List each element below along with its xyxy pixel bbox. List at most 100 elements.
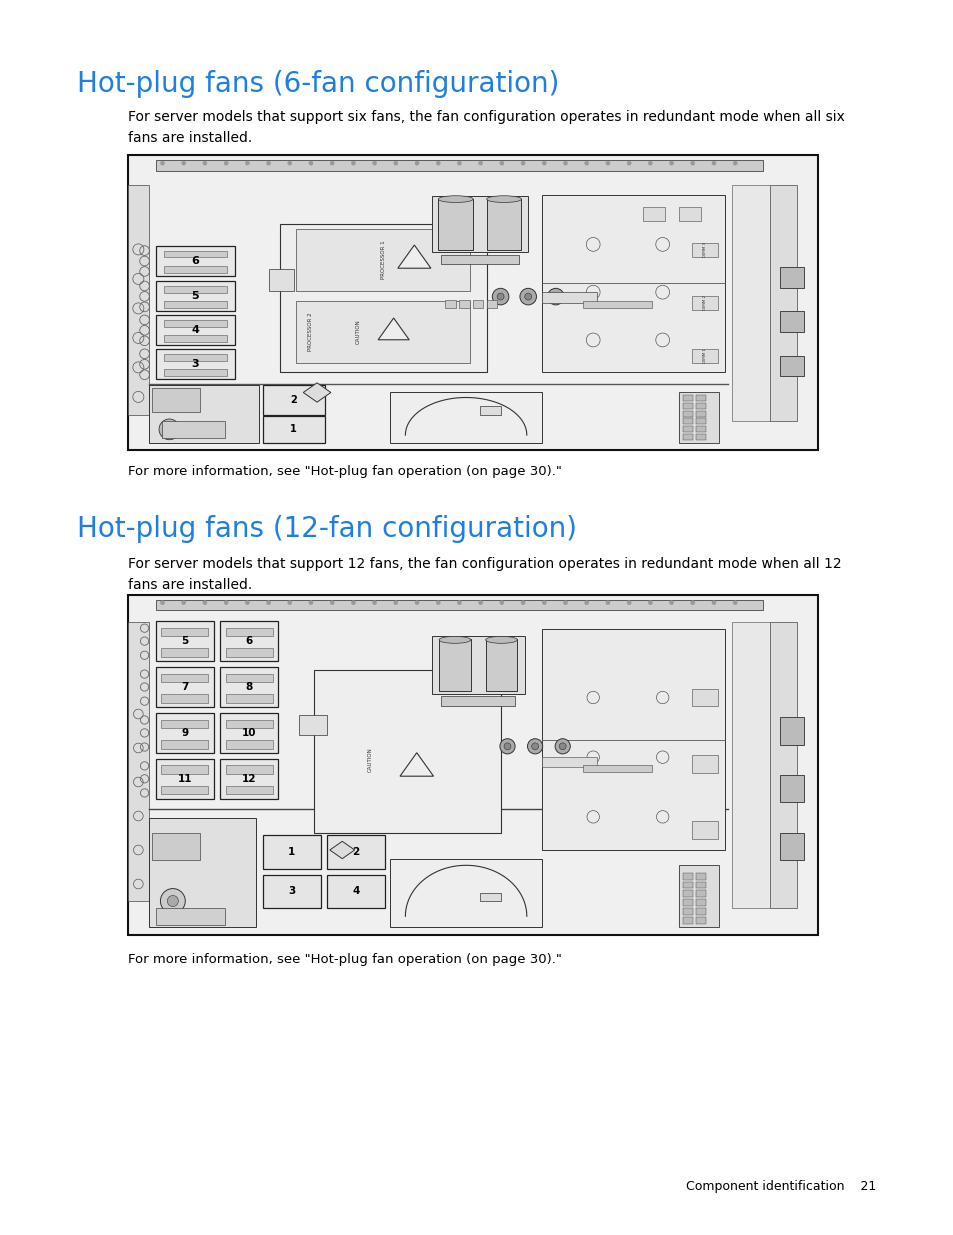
Circle shape <box>499 161 503 165</box>
Bar <box>731 622 769 908</box>
Text: 4: 4 <box>352 887 359 897</box>
Bar <box>682 916 692 924</box>
Bar <box>642 207 664 221</box>
Bar <box>163 369 227 375</box>
Circle shape <box>415 600 418 605</box>
Bar <box>128 622 149 902</box>
Bar <box>226 694 273 703</box>
Bar <box>780 267 803 288</box>
Bar <box>695 426 705 432</box>
Ellipse shape <box>486 195 521 203</box>
Circle shape <box>563 161 567 165</box>
Circle shape <box>584 600 588 605</box>
Circle shape <box>245 600 249 605</box>
Circle shape <box>167 895 178 906</box>
Bar <box>155 908 224 925</box>
Circle shape <box>159 419 179 440</box>
Circle shape <box>547 288 563 305</box>
Bar <box>691 348 717 363</box>
Bar <box>161 766 208 774</box>
Bar <box>695 873 705 879</box>
Text: For server models that support 12 fans, the fan configuration operates in redund: For server models that support 12 fans, … <box>128 557 841 592</box>
Bar <box>163 266 227 273</box>
Bar <box>438 638 470 690</box>
Ellipse shape <box>485 636 517 643</box>
Circle shape <box>558 742 565 750</box>
Circle shape <box>436 161 440 165</box>
Bar <box>682 411 692 416</box>
Bar <box>691 821 717 839</box>
Circle shape <box>224 600 228 605</box>
Bar <box>279 225 486 372</box>
Bar <box>226 740 273 748</box>
Circle shape <box>711 600 716 605</box>
Bar <box>440 697 515 705</box>
Bar <box>219 621 278 661</box>
Circle shape <box>497 293 503 300</box>
Bar <box>682 403 692 409</box>
Bar <box>296 228 470 290</box>
Bar <box>314 669 500 832</box>
Bar <box>155 758 214 799</box>
Text: 1: 1 <box>288 847 295 857</box>
Circle shape <box>711 161 716 165</box>
Bar <box>695 916 705 924</box>
Circle shape <box>563 600 567 605</box>
Circle shape <box>499 600 503 605</box>
Circle shape <box>690 161 694 165</box>
Bar <box>155 621 214 661</box>
Circle shape <box>373 161 376 165</box>
Bar <box>458 300 469 309</box>
Circle shape <box>288 600 292 605</box>
Polygon shape <box>330 841 355 858</box>
Bar <box>161 787 208 794</box>
Circle shape <box>527 739 542 753</box>
Circle shape <box>541 161 546 165</box>
Circle shape <box>351 161 355 165</box>
Circle shape <box>732 161 737 165</box>
Bar <box>769 622 797 908</box>
Circle shape <box>541 600 546 605</box>
Bar <box>691 242 717 257</box>
Circle shape <box>203 600 207 605</box>
Bar <box>161 694 208 703</box>
Text: 2: 2 <box>352 847 359 857</box>
Bar <box>695 899 705 906</box>
Bar <box>226 674 273 682</box>
Bar <box>583 764 652 772</box>
Bar <box>679 207 700 221</box>
Bar <box>152 832 200 861</box>
Bar <box>163 320 227 326</box>
Bar <box>479 893 500 902</box>
Circle shape <box>520 161 524 165</box>
Circle shape <box>181 600 186 605</box>
Text: Hot-plug fans (12-fan configuration): Hot-plug fans (12-fan configuration) <box>77 515 577 543</box>
Ellipse shape <box>438 636 470 643</box>
Bar <box>226 766 273 774</box>
Circle shape <box>456 600 461 605</box>
Circle shape <box>309 161 313 165</box>
Bar <box>479 406 500 415</box>
Circle shape <box>584 161 588 165</box>
Circle shape <box>626 161 631 165</box>
Bar <box>128 156 817 450</box>
Bar <box>679 866 719 926</box>
Circle shape <box>160 600 165 605</box>
Circle shape <box>492 288 508 305</box>
Bar <box>695 403 705 409</box>
Bar <box>541 195 724 372</box>
Circle shape <box>531 742 538 750</box>
Bar <box>155 246 234 275</box>
Bar <box>769 184 797 420</box>
Text: PROCESSOR 2: PROCESSOR 2 <box>308 312 313 351</box>
Circle shape <box>605 161 609 165</box>
Circle shape <box>648 161 652 165</box>
Circle shape <box>394 600 397 605</box>
Bar <box>780 776 803 803</box>
Polygon shape <box>399 752 433 776</box>
Circle shape <box>499 739 515 753</box>
Bar <box>695 882 705 888</box>
Bar <box>682 395 692 401</box>
Polygon shape <box>397 245 431 268</box>
Bar <box>163 287 227 293</box>
